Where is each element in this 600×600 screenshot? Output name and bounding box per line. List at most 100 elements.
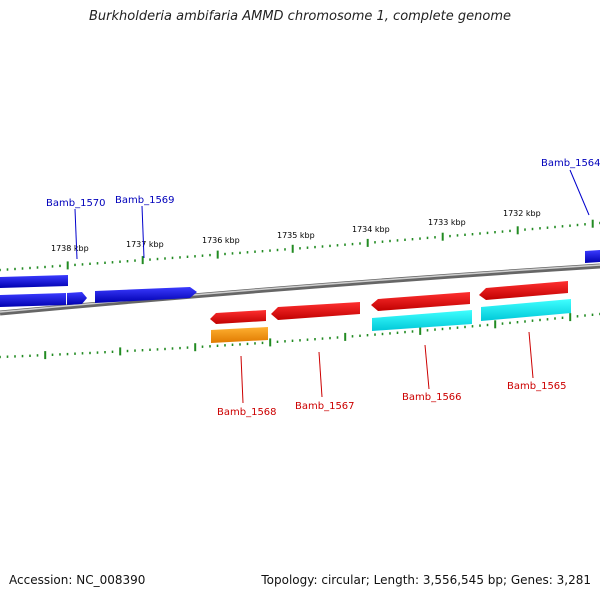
tick-major <box>216 250 219 259</box>
tick-minor <box>276 340 279 343</box>
gene-arrow-forward[interactable] <box>67 292 87 305</box>
tick-minor <box>254 250 256 253</box>
tick-minor <box>119 260 121 263</box>
tick-minor <box>524 320 526 323</box>
scale-label: 1734 kbp <box>352 225 390 234</box>
gene-label[interactable]: Bamb_1565 <box>507 381 567 392</box>
gene-label[interactable]: Bamb_1570 <box>46 198 106 209</box>
tick-major <box>66 261 69 270</box>
tick-minor <box>6 268 9 271</box>
tick-minor <box>539 227 541 230</box>
tick-minor <box>306 338 309 341</box>
gene-arrow-forward[interactable] <box>0 293 66 307</box>
tick-minor <box>426 329 429 332</box>
tick-minor <box>321 245 324 248</box>
tick-major <box>291 244 294 253</box>
gene-arrow-reverse[interactable] <box>479 281 568 300</box>
tick-minor <box>276 248 279 252</box>
tick-minor <box>456 234 459 237</box>
tick-minor <box>164 257 166 260</box>
gene-label[interactable]: Bamb_1569 <box>115 195 175 206</box>
tick-minor <box>464 325 466 329</box>
tick-minor <box>0 268 1 272</box>
tick-minor <box>111 350 114 353</box>
tick-minor <box>389 239 391 243</box>
tick-major <box>441 232 444 241</box>
tick-major <box>569 313 572 322</box>
tick-minor <box>156 257 159 261</box>
tick-minor <box>239 251 241 255</box>
tick-minor <box>149 258 151 261</box>
tick-minor <box>479 324 481 327</box>
tick-minor <box>36 354 39 357</box>
tick-minor <box>14 355 16 358</box>
scale-label: 1732 kbp <box>503 209 541 218</box>
tick-minor <box>434 236 436 239</box>
tick-minor <box>321 337 324 340</box>
cds-box-cyan[interactable] <box>372 310 472 331</box>
cds-box-cyan[interactable] <box>481 299 571 321</box>
tick-minor <box>456 326 459 329</box>
tick-minor <box>396 239 399 242</box>
gene-arrow-forward[interactable] <box>585 250 600 263</box>
tick-minor <box>209 345 211 348</box>
tick-minor <box>231 252 234 255</box>
bottom-gene-labels: Bamb_1568 Bamb_1567 Bamb_1566 Bamb_1565 <box>217 381 567 418</box>
gene-label[interactable]: Bamb_1567 <box>295 401 355 412</box>
gene-arrow-reverse[interactable] <box>371 292 470 311</box>
tick-minor <box>584 314 586 317</box>
tick-minor <box>186 346 189 349</box>
tick-minor <box>59 264 61 268</box>
tick-minor <box>419 237 421 240</box>
tick-minor <box>404 330 406 334</box>
gene-arrow-reverse[interactable] <box>210 310 266 324</box>
tick-minor <box>471 233 474 236</box>
tick-minor <box>554 317 556 320</box>
tick-minor <box>179 346 181 350</box>
tick-minor <box>66 352 69 356</box>
tick-minor <box>171 256 174 260</box>
tick-minor <box>291 339 294 342</box>
tick-minor <box>156 348 159 351</box>
tick-minor <box>329 336 331 340</box>
tick-minor <box>246 342 249 346</box>
tick-minor <box>441 327 444 331</box>
callout-line <box>569 169 590 216</box>
gene-arrow-forward[interactable] <box>0 275 68 288</box>
tick-minor <box>389 332 391 335</box>
tick-major <box>194 343 197 352</box>
tick-minor <box>21 354 24 358</box>
tick-minor <box>96 262 99 265</box>
tick-minor <box>179 256 181 259</box>
tick-minor <box>329 244 331 248</box>
tick-minor <box>359 334 361 337</box>
scale-labels: 1738 kbp 1737 kbp 1736 kbp 1735 kbp 1734… <box>51 209 541 253</box>
gene-label[interactable]: Bamb_1564 <box>541 158 600 169</box>
tick-minor <box>81 263 84 266</box>
scale-label: 1733 kbp <box>428 218 466 227</box>
tick-minor <box>359 242 361 245</box>
tick-minor <box>576 223 579 227</box>
tick-major <box>344 332 347 341</box>
forward-strand-genes <box>0 250 600 307</box>
gene-arrow-reverse[interactable] <box>271 302 360 320</box>
callout-line <box>74 208 78 260</box>
tick-minor <box>351 242 354 246</box>
gene-label[interactable]: Bamb_1568 <box>217 407 277 418</box>
gene-label[interactable]: Bamb_1566 <box>402 392 462 403</box>
tick-minor <box>186 255 189 258</box>
gene-arrow-forward[interactable] <box>95 287 197 303</box>
tick-minor <box>486 323 489 327</box>
tick-minor <box>239 343 241 346</box>
callout-line <box>528 331 534 379</box>
tick-minor <box>411 238 414 241</box>
chromosome-backbone <box>0 263 600 316</box>
tick-major <box>366 238 369 247</box>
tick-minor <box>569 224 571 227</box>
callout-lines <box>74 169 590 404</box>
tick-minor <box>449 234 451 238</box>
cds-box-orange[interactable] <box>211 327 268 343</box>
tick-minor <box>546 318 549 321</box>
tick-minor <box>486 231 489 235</box>
